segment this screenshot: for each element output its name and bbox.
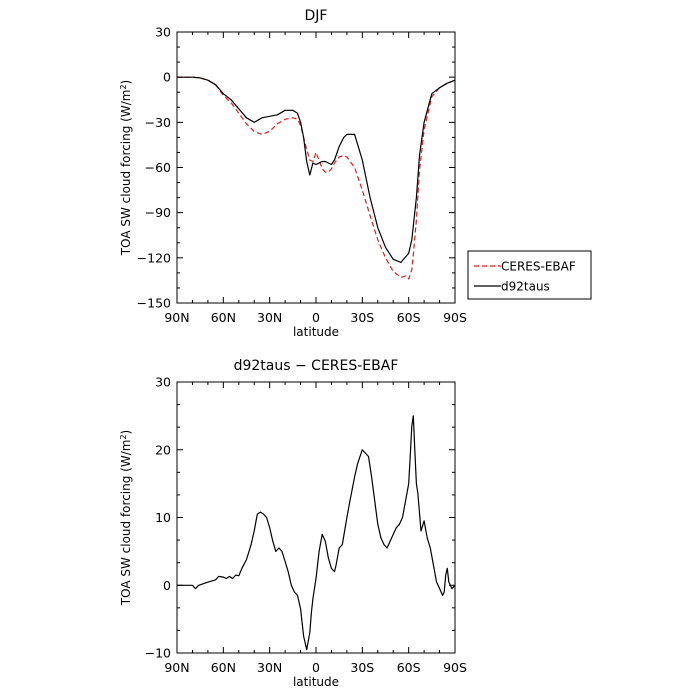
series-line-d92taus bbox=[177, 76, 456, 263]
y-tick-label: −120 bbox=[137, 250, 171, 265]
series-line-ceres-ebaf bbox=[177, 76, 456, 280]
x-axis-label: latitude bbox=[293, 325, 339, 339]
legend-label: CERES-EBAF bbox=[501, 260, 576, 274]
x-tick-label: 60N bbox=[211, 660, 236, 675]
x-axis-label: latitude bbox=[293, 675, 339, 689]
plot-frame bbox=[176, 31, 456, 304]
x-tick-label: 60N bbox=[211, 310, 236, 325]
x-tick-label: 60S bbox=[397, 310, 421, 325]
y-tick-label: 0 bbox=[163, 70, 171, 85]
x-tick-label: 90N bbox=[164, 310, 189, 325]
x-tick-label: 90N bbox=[164, 660, 189, 675]
x-tick-label: 30S bbox=[350, 660, 374, 675]
series-line-difference bbox=[177, 415, 456, 651]
legend-label: d92taus bbox=[501, 280, 550, 294]
y-tick-label: 30 bbox=[155, 25, 171, 40]
y-tick-label: −30 bbox=[145, 115, 171, 130]
y-tick-label: 30 bbox=[155, 375, 171, 390]
x-tick-label: 60S bbox=[397, 660, 421, 675]
x-tick-label: 0 bbox=[312, 660, 320, 675]
legend: CERES-EBAF d92taus bbox=[467, 250, 592, 300]
y-tick-label: 10 bbox=[155, 510, 171, 525]
legend-box bbox=[467, 250, 592, 300]
y-tick-label: −150 bbox=[137, 296, 171, 311]
x-tick-label: 90S bbox=[443, 310, 467, 325]
y-tick-label: −90 bbox=[145, 205, 171, 220]
chart-title: DJF bbox=[305, 8, 328, 24]
y-tick-label: 20 bbox=[155, 442, 171, 457]
x-tick-label: 30S bbox=[350, 310, 374, 325]
x-tick-label: 0 bbox=[312, 310, 320, 325]
y-axis-label: TOA SW cloud forcing (W/m2) bbox=[119, 430, 134, 606]
y-axis-label: TOA SW cloud forcing (W/m2) bbox=[119, 80, 134, 256]
y-tick-label: −10 bbox=[145, 646, 171, 661]
x-tick-label: 30N bbox=[257, 660, 282, 675]
y-tick-label: 0 bbox=[163, 578, 171, 593]
y-tick-label: −60 bbox=[145, 160, 171, 175]
x-tick-label: 90S bbox=[443, 660, 467, 675]
chart-title: d92taus − CERES-EBAF bbox=[234, 358, 399, 374]
x-tick-label: 30N bbox=[257, 310, 282, 325]
